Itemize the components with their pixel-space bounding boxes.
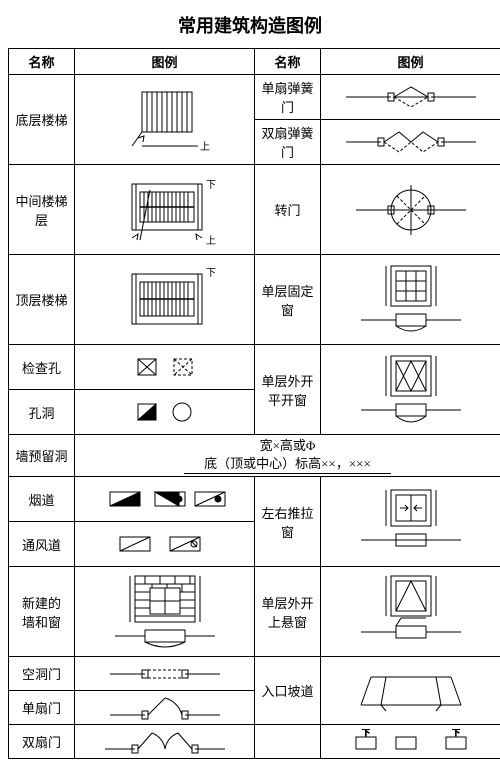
label-flue: 烟道 [9, 477, 75, 522]
label-revolve: 转门 [255, 165, 321, 255]
sym-void [75, 657, 255, 691]
sym-single-door [75, 691, 255, 725]
hdr-name-r: 名称 [255, 49, 321, 75]
sym-spring1 [321, 75, 500, 120]
svg-text:下: 下 [206, 268, 216, 279]
sym-double-door [75, 725, 255, 759]
label-top-win: 单层外开 上悬窗 [255, 567, 321, 657]
label-stair-bottom: 底层楼梯 [9, 75, 75, 165]
label-open-win: 单层外开 平开窗 [255, 345, 321, 435]
label-double-door: 双扇门 [9, 725, 75, 759]
label-spring2: 双扇弹簧门 [255, 120, 321, 165]
label-wall-hole: 墙预留洞 [9, 435, 75, 477]
label-new-wall-win: 新建的 墙和窗 [9, 567, 75, 657]
sym-stair-mid: 下 上 [75, 165, 255, 255]
sym-new-wall-win [75, 567, 255, 657]
sym-open-win [321, 345, 500, 435]
svg-text:下: 下 [452, 729, 460, 737]
annot-up: 上 [200, 141, 210, 153]
page-title: 常用建筑构造图例 [8, 12, 492, 38]
svg-text:下: 下 [206, 180, 216, 191]
hdr-symbol-l: 图例 [75, 49, 255, 75]
sym-stair-bottom: 上 [75, 75, 255, 165]
sym-revolve [321, 165, 500, 255]
sym-inspect [75, 345, 255, 390]
hdr-symbol-r: 图例 [321, 49, 500, 75]
note-line1: 宽×高或Φ [260, 438, 316, 453]
hdr-name-l: 名称 [9, 49, 75, 75]
label-stair-top: 顶层楼梯 [9, 255, 75, 345]
sym-top-win [321, 567, 500, 657]
note-line2: 底（顶或中心）标高××，××× [184, 455, 391, 474]
label-slide-win: 左右推拉窗 [255, 477, 321, 567]
sym-hole [75, 390, 255, 435]
svg-text:下: 下 [362, 729, 370, 737]
sym-slide-win [321, 477, 500, 567]
sym-spring2 [321, 120, 500, 165]
label-spring1: 单扇弹簧门 [255, 75, 321, 120]
label-blank [255, 725, 321, 759]
label-single-door: 单扇门 [9, 691, 75, 725]
label-void: 空洞门 [9, 657, 75, 691]
legend-table: 名称 图例 名称 图例 底层楼梯 上 单扇弹簧门 [8, 48, 500, 759]
sym-ramp [321, 657, 500, 725]
sym-vent [75, 522, 255, 567]
label-vent: 通风道 [9, 522, 75, 567]
label-stair-mid: 中间楼梯层 [9, 165, 75, 255]
sym-last: 下 下 [321, 725, 500, 759]
label-fix-win: 单层固定窗 [255, 255, 321, 345]
sym-stair-top: 下 [75, 255, 255, 345]
svg-text:上: 上 [206, 235, 216, 247]
sym-wall-hole: 宽×高或Φ 底（顶或中心）标高××，××× [75, 435, 500, 477]
sym-fix-win [321, 255, 500, 345]
label-hole: 孔洞 [9, 390, 75, 435]
sym-flue [75, 477, 255, 522]
label-ramp: 入口坡道 [255, 657, 321, 725]
label-inspect: 检查孔 [9, 345, 75, 390]
